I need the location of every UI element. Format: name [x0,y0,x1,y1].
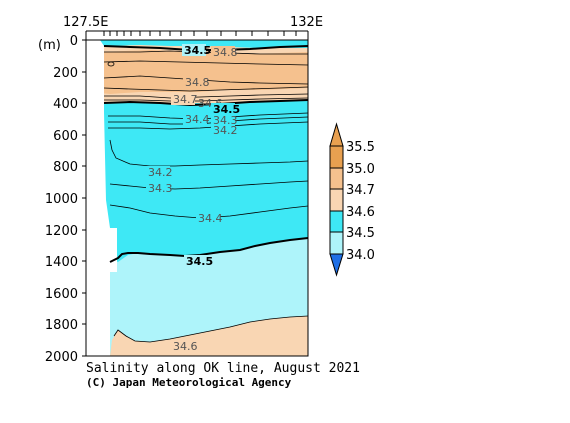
colorbar-labels: 35.5 35.0 34.7 34.6 34.5 34.0 [346,140,375,263]
contour-label-2: 34.8 [185,76,210,89]
contour-label-bg-5 [211,103,235,115]
contour-label-8: 34.2 [213,124,238,137]
contour-label-bg-1 [211,46,235,58]
contour-label-bg-7 [211,114,235,126]
y-tick-label: 1000 [45,192,78,207]
contour-label-12: 34.5 [186,255,213,268]
no-data-gap-upper [110,228,117,272]
top-axis: 127.5E 132E [63,15,323,40]
contour-label-bg-3 [171,93,195,105]
contour-line-shallow-a [103,60,309,66]
left-axis: (m) 0 200 400 600 800 1000 1200 1400 160… [38,34,86,365]
y-tick-label: 800 [53,160,78,175]
colorbar-swatch-35.0-35.5 [329,145,344,169]
colorbar-label: 35.5 [346,140,375,155]
contour-label-bg-9 [146,166,170,178]
contour-closed-eddy [107,61,115,67]
no-data-gap [86,40,110,356]
colorbar-swatch-34.0-34.5 [329,231,344,255]
fill-mid-layer [86,96,308,262]
contour-line-34-6 [104,97,309,102]
contour-label-1: 34.8 [213,46,238,59]
contour-label-bg-13 [171,340,195,352]
contour-label-5: 34.5 [213,103,240,116]
colorbar-label: 34.7 [346,183,375,198]
colorbar-top-arrow [329,122,344,147]
contour-line-34-5-thermocline [103,99,309,107]
y-unit-label: (m) [38,38,61,53]
fill-bottom-layer [110,316,308,356]
contour-label-bg-8 [211,124,235,136]
contour-label-bg-2 [183,76,207,88]
contour-label-9: 34.2 [148,166,173,179]
colorbar [329,122,344,277]
chart-credit: (C) Japan Meteorological Agency [86,376,292,389]
y-tick-label: 400 [53,97,78,112]
contour-line-34-3-lower [109,180,309,190]
colorbar-swatch-34.5-34.6 [329,210,344,233]
y-tick-label: 1800 [45,318,78,333]
contour-labels: 34.5 34.8 34.8 34.7 34.6 34.5 34.4 34.3 … [146,44,240,353]
contour-label-13: 34.6 [173,340,198,353]
colorbar-label: 34.0 [346,248,375,263]
colorbar-swatch-34.7-35.0 [329,167,344,190]
y-tick-label: 1600 [45,287,78,302]
x-start-label: 127.5E [63,15,108,30]
colorbar-bottom-arrow [329,253,344,277]
contour-label-bg-12 [184,255,208,267]
contour-label-7: 34.3 [213,114,238,127]
y-tick-label: 0 [70,34,78,49]
colorbar-label: 34.6 [346,205,375,220]
colorbar-swatch-34.6-34.7 [329,188,344,212]
contour-lines [103,45,309,343]
plot-fills [86,40,308,356]
contour-line-34-6-bottom [113,315,309,343]
chart-title: Salinity along OK line, August 2021 [86,361,360,376]
colorbar-label: 34.5 [346,226,375,241]
y-tick-label: 200 [53,66,78,81]
contour-label-bg-10 [146,182,170,194]
y-ticks [82,39,86,357]
y-tick-labels: 0 200 400 600 800 1000 1200 1400 1600 18… [45,34,78,365]
y-tick-label: 1400 [45,255,78,270]
contour-line-34-5-deep [109,237,309,263]
contour-line-34-2-upper [108,121,309,130]
contour-line-34-2-core [109,139,309,167]
contour-label-10: 34.3 [148,182,173,195]
y-tick-label: 1200 [45,224,78,239]
colorbar-label: 35.0 [346,162,375,177]
contour-label-3: 34.7 [173,93,198,106]
contour-line-34-7 [104,93,309,99]
contour-label-bg-11 [196,212,220,224]
contour-label-bg-0 [182,44,206,56]
y-tick-label: 600 [53,129,78,144]
contour-label-0: 34.5 [184,44,211,57]
top-axis-ticks [85,31,309,40]
y-tick-label: 2000 [45,350,78,365]
x-end-label: 132E [290,15,323,30]
contour-label-6: 34.4 [185,113,210,126]
contour-label-bg-6 [183,113,207,125]
contour-label-11: 34.4 [198,212,223,225]
contour-line-shallow-b [103,86,309,92]
